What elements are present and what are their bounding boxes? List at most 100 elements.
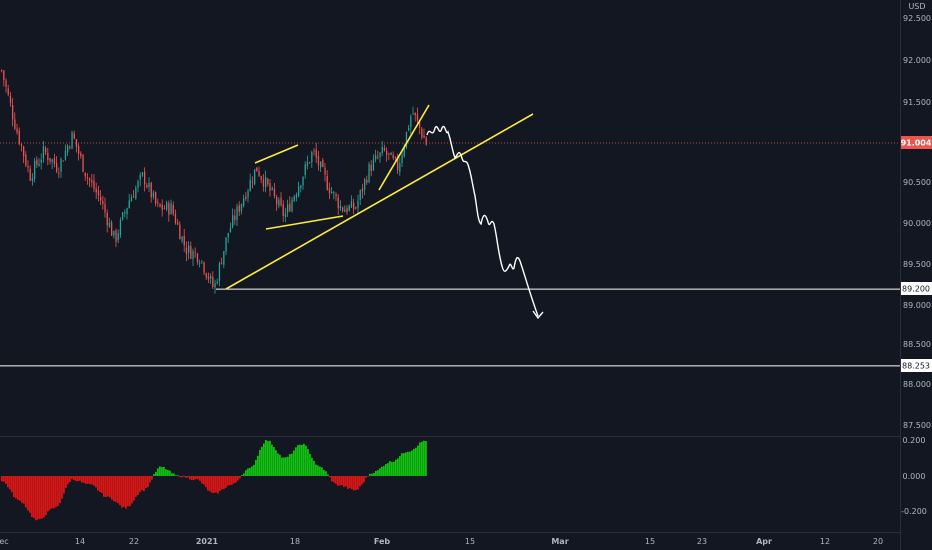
candle-body [192, 250, 194, 260]
candle-body [245, 196, 247, 200]
candle-body [119, 219, 122, 236]
histogram-bar [369, 473, 371, 476]
candle-body [194, 252, 196, 254]
histogram-bar [105, 476, 107, 498]
candle-body [42, 146, 45, 159]
candle-body [45, 148, 47, 153]
histogram-bar [375, 470, 377, 476]
candle-body [364, 179, 366, 190]
histogram-bar [325, 471, 327, 476]
histogram-bar [381, 466, 383, 476]
histogram-bar [183, 475, 185, 477]
candle-body [139, 175, 141, 180]
candle-body [34, 161, 36, 179]
candle-body [377, 156, 379, 158]
candle-body [60, 158, 62, 172]
histogram-bar [281, 457, 283, 476]
histogram-bar [77, 476, 79, 482]
time-tick-label: Mar [551, 537, 568, 546]
candle-body [304, 164, 306, 175]
candle-body [401, 154, 403, 164]
histogram-bar [143, 476, 145, 492]
candle-body [243, 198, 245, 206]
histogram-bar [15, 476, 17, 499]
histogram-bar [233, 476, 235, 484]
candle-body [56, 162, 58, 172]
candle-body [234, 215, 236, 220]
histogram-bar [49, 476, 51, 510]
time-tick-label: 15 [645, 537, 655, 546]
candle-body [122, 212, 124, 220]
histogram-bar [373, 473, 375, 476]
histogram-bar [361, 476, 363, 485]
candle-body [210, 275, 212, 279]
candle-body [405, 131, 408, 148]
histogram-bar [391, 462, 393, 476]
price-axis[interactable]: 92.500 92.000 91.500 90.500 90.000 89.50… [903, 14, 931, 430]
candle-body [249, 179, 251, 191]
histogram-bar [85, 476, 87, 484]
candle-body [372, 159, 375, 171]
histogram-bar [253, 464, 255, 476]
time-tick-label: ec [0, 537, 9, 546]
histogram-bar [319, 466, 321, 476]
candle-body [284, 213, 287, 217]
candle-body [328, 188, 331, 194]
histogram-bar [75, 476, 77, 482]
candle-body [207, 275, 210, 280]
histogram-bar [163, 467, 165, 476]
histogram-bar [337, 476, 339, 486]
candle-body [126, 208, 128, 215]
histogram-bar [403, 453, 405, 476]
histogram-bar [393, 461, 395, 476]
histogram-bar [135, 476, 137, 497]
candle-body [117, 233, 119, 241]
price-tick-label: 92.500 [903, 14, 931, 23]
histogram-bar [303, 443, 305, 476]
candle-body [359, 190, 361, 200]
candle-body [137, 181, 139, 188]
histogram-bar [1, 476, 3, 482]
histogram-bar [67, 476, 69, 485]
histogram-bar [385, 464, 387, 476]
time-tick-label: 22 [129, 537, 139, 546]
projection-arrowhead [532, 310, 544, 320]
histogram-bar [197, 476, 199, 480]
candle-body [166, 202, 168, 210]
histogram-bar [133, 476, 135, 501]
histogram-bar [37, 476, 39, 520]
candle-body [93, 180, 95, 190]
histogram-bar [237, 476, 239, 481]
candle-body [229, 228, 232, 233]
oscillator-tick-label: 0.200 [903, 436, 926, 445]
histogram-bar [71, 476, 73, 480]
candle-body [412, 113, 414, 115]
time-axis[interactable]: ec 14 22 2021 18 Feb 15 Mar 15 23 Apr 12… [0, 537, 883, 546]
histogram-bar [149, 476, 151, 483]
histogram-bar [267, 441, 269, 476]
candle-body [7, 88, 9, 95]
histogram-bar [299, 444, 301, 476]
candle-body [278, 199, 280, 207]
histogram-bar [215, 476, 217, 493]
histogram-bar [367, 476, 369, 477]
candle-body [196, 253, 199, 263]
histogram-bar [415, 447, 417, 476]
candle-body [3, 70, 5, 81]
histogram-bar [167, 469, 169, 476]
candle-body [133, 196, 135, 198]
candle-body [97, 190, 100, 196]
histogram-bar [129, 476, 131, 507]
candle-body [221, 263, 223, 265]
histogram-bar [189, 476, 191, 480]
histogram-bar [99, 476, 101, 492]
candle-body [370, 164, 372, 172]
candle-body [361, 188, 364, 192]
histogram-bar [259, 450, 261, 476]
histogram-bar [285, 457, 287, 476]
candle-body [247, 190, 249, 198]
candle-body [260, 176, 262, 180]
time-tick-label: 18 [290, 537, 300, 546]
oscillator-axis[interactable]: 0.200 0.000 -0.200 [901, 436, 927, 516]
